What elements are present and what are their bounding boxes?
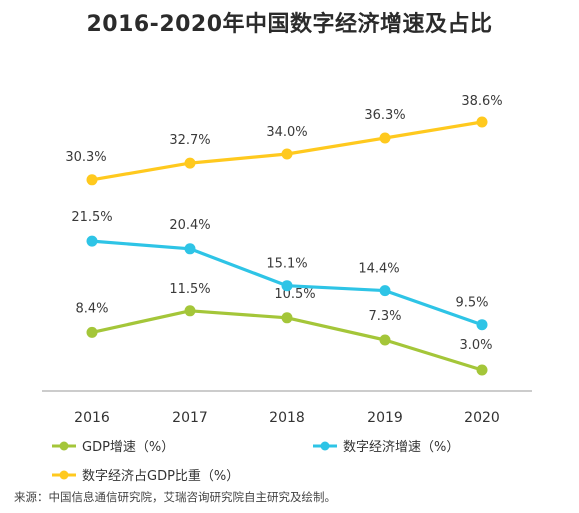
data-point	[184, 305, 196, 317]
data-point	[379, 132, 391, 144]
data-label: 10.5%	[274, 287, 315, 302]
source-note: 来源：中国信息通信研究院，艾瑞咨询研究院自主研究及绘制。	[14, 490, 336, 504]
data-point	[476, 364, 488, 376]
x-tick-label: 2018	[269, 410, 305, 426]
data-label: 36.3%	[364, 108, 405, 123]
data-label: 9.5%	[455, 296, 488, 311]
data-label: 8.4%	[75, 301, 108, 316]
legend-label: 数字经济增速（%）	[343, 440, 459, 455]
series-3: 30.3% 32.7% 34.0% 36.3% 38.6%	[65, 94, 503, 186]
data-point	[281, 280, 293, 292]
series-1: 8.4% 11.5% 10.5% 7.3% 3.0%	[75, 282, 493, 376]
legend-swatch-dot	[320, 441, 330, 451]
data-label: 21.5%	[71, 210, 112, 225]
data-point	[476, 319, 488, 331]
data-label: 20.4%	[169, 218, 210, 233]
data-point	[476, 116, 488, 128]
data-point	[281, 312, 293, 324]
data-label: 38.6%	[461, 94, 502, 109]
data-label: 34.0%	[266, 125, 307, 140]
legend-item: 数字经济增速（%）	[313, 440, 459, 455]
x-tick-label: 2019	[367, 410, 403, 426]
data-label: 32.7%	[169, 133, 210, 148]
data-point	[184, 243, 196, 255]
data-point	[184, 157, 196, 169]
x-tick-label: 2020	[464, 410, 500, 426]
data-label: 30.3%	[65, 150, 106, 165]
legend-swatch-dot	[59, 441, 69, 451]
data-point	[379, 285, 391, 297]
data-label: 3.0%	[459, 338, 492, 353]
legend-swatch-dot	[59, 470, 69, 480]
data-label: 7.3%	[368, 309, 401, 324]
legend: GDP增速（%） 数字经济增速（%） 数字经济占GDP比重（%）	[52, 440, 459, 484]
x-tick-label: 2017	[172, 410, 208, 426]
x-tick-label: 2016	[74, 410, 110, 426]
data-label: 14.4%	[358, 262, 399, 277]
data-point	[86, 235, 98, 247]
data-point	[86, 326, 98, 338]
data-point	[281, 148, 293, 160]
legend-item: GDP增速（%）	[52, 440, 174, 455]
data-label: 15.1%	[266, 257, 307, 272]
data-label: 11.5%	[169, 282, 210, 297]
legend-label: GDP增速（%）	[82, 440, 174, 455]
x-tick-labels: 2016 2017 2018 2019 2020	[74, 410, 500, 426]
chart-title: 2016-2020年中国数字经济增速及占比	[86, 12, 493, 37]
series-layer: 8.4% 11.5% 10.5% 7.3% 3.0% 21.5% 20.4% 15.1% 14.…	[65, 94, 503, 376]
legend-item: 数字经济占GDP比重（%）	[52, 468, 239, 484]
data-point	[86, 174, 98, 186]
data-point	[379, 334, 391, 346]
legend-label: 数字经济占GDP比重（%）	[82, 468, 239, 484]
series-2: 21.5% 20.4% 15.1% 14.4% 9.5%	[71, 210, 489, 331]
